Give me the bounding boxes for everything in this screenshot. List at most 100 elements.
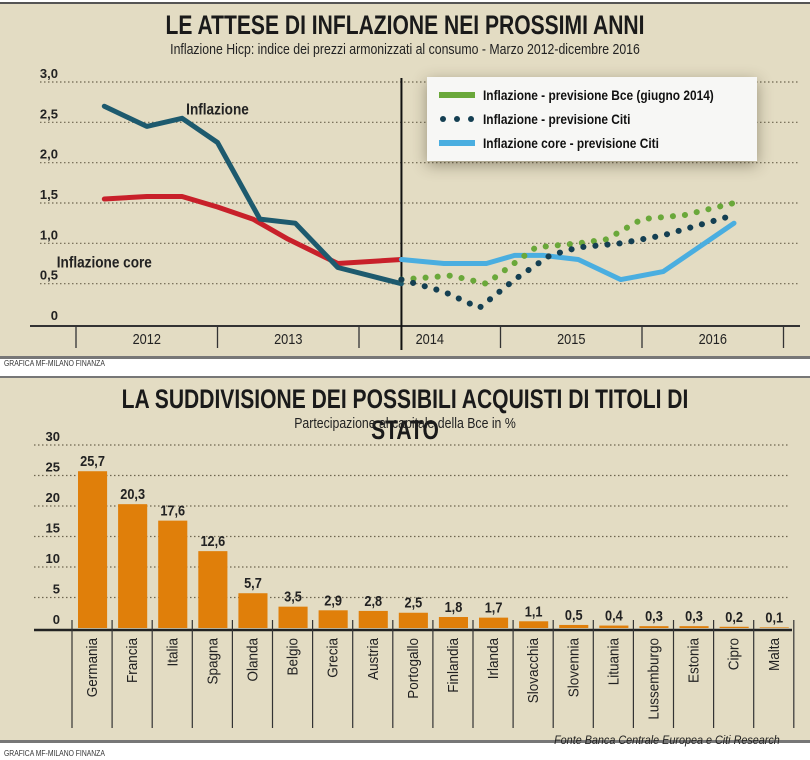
annotation-inflazione-core: Inflazione core	[57, 255, 152, 272]
bar-cipro	[719, 626, 749, 628]
y-tick-label: 30	[46, 429, 60, 444]
inflation-line-chart: 0 0,5 1,0 1,5 2,0 2,5 3,0 2012 2013 2014 2015 2016 I…	[30, 66, 800, 350]
bar-lussemburgo	[639, 626, 669, 628]
bar-irlanda	[479, 617, 509, 628]
category-label: Portogallo	[405, 638, 422, 699]
bar-olanda	[238, 593, 268, 628]
y-tick-label: 5	[53, 582, 60, 597]
category-label: Estonia	[686, 638, 703, 683]
y-tick-label: 2,5	[40, 106, 58, 121]
y-tick-label: 2,0	[40, 147, 58, 162]
y-tick-label: 20	[46, 490, 60, 505]
category-label: Slovennia	[566, 638, 583, 697]
credit-bottom: GRAFICA MF-MILANO FINANZA	[4, 749, 105, 758]
y-tick-label: 1,5	[40, 187, 58, 202]
bar-chart-subtitle: Partecipazione al capitale della Bce in …	[294, 415, 516, 432]
bar-value-label: 20,3	[120, 485, 145, 502]
legend-swatch-bce	[439, 92, 475, 98]
bar-value-label: 0,5	[565, 606, 583, 623]
bar-value-label: 17,6	[160, 502, 185, 519]
bar-portogallo	[398, 612, 428, 628]
bar-malta	[759, 627, 789, 628]
bar-belgio	[278, 606, 308, 628]
y-tick-label: 0	[51, 308, 58, 323]
bar-value-label: 3,5	[284, 588, 302, 605]
ecb-capital-bar-chart: 0 5 10 15 20 25 30 25,7 20,3 17,6 12,6 5,7 3,5 2,9 2,8…	[34, 429, 795, 728]
inflation-chart-panel: LE ATTESE DI INFLAZIONE NEI PROSSIMI ANN…	[0, 2, 810, 359]
annotation-inflazione: Inflazione	[186, 101, 249, 118]
bar-value-label: 2,5	[404, 594, 422, 611]
category-label: Olanda	[245, 638, 262, 682]
y-tick-label: 0	[53, 612, 60, 627]
category-label: Finlandia	[445, 638, 462, 693]
legend-item-core-citi-forecast: Inflazione core - previsione Citi	[439, 133, 690, 153]
series-inflazione	[101, 103, 404, 287]
bar-value-label: 5,7	[244, 574, 262, 591]
legend-label-core-citi: Inflazione core - previsione Citi	[483, 135, 659, 151]
bar-germania	[78, 471, 108, 628]
y-tick-label: 0,5	[40, 268, 58, 283]
bar-slovacchia	[519, 621, 549, 628]
bar-lituania	[599, 625, 629, 628]
bar-value-label: 25,7	[80, 452, 105, 469]
bar-value-label: 1,7	[485, 599, 503, 616]
bar-value-label: 0,3	[645, 607, 663, 624]
bar-value-label: 2,8	[364, 592, 382, 609]
category-label: Cipro	[726, 638, 743, 670]
bar-italia	[158, 520, 188, 628]
legend-label-bce: Inflazione - previsione Bce (giugno 2014…	[483, 87, 714, 103]
bar-value-label: 1,1	[525, 602, 543, 619]
series-core-citi-forecast	[398, 220, 737, 283]
bar-grecia	[318, 610, 348, 628]
x-year-label: 2012	[133, 330, 162, 347]
legend-swatch-citi	[440, 116, 474, 122]
x-year-label: 2015	[557, 330, 586, 347]
legend-item-bce-forecast: Inflazione - previsione Bce (giugno 2014…	[439, 85, 755, 105]
legend-label-citi: Inflazione - previsione Citi	[483, 111, 631, 127]
inflation-chart-title: LE ATTESE DI INFLAZIONE NEI PROSSIMI ANN…	[165, 10, 645, 40]
bar-value-label: 12,6	[200, 532, 225, 549]
bar-value-label: 0,2	[725, 608, 743, 625]
category-label: Spagna	[205, 638, 222, 685]
category-label: Italia	[165, 638, 182, 667]
category-label: Francia	[125, 638, 142, 683]
y-tick-label: 25	[46, 460, 60, 475]
credit-top: GRAFICA MF-MILANO FINANZA	[4, 359, 105, 368]
bar-spagna	[198, 551, 228, 628]
category-label: Irlanda	[485, 638, 502, 679]
x-year-label: 2016	[699, 330, 728, 347]
series-citi-forecast	[398, 212, 737, 311]
bar-value-label: 1,8	[445, 598, 463, 615]
y-tick-label: 1,0	[40, 227, 58, 242]
x-year-label: 2014	[416, 330, 445, 347]
bar-value-label: 2,9	[324, 591, 342, 608]
category-label: Germania	[84, 638, 101, 697]
bar-value-label: 0,1	[765, 608, 783, 625]
bar-finlandia	[438, 617, 468, 628]
bar-slovennia	[559, 624, 589, 628]
bar-austria	[358, 610, 388, 628]
y-tick-label: 10	[46, 551, 60, 566]
category-label: Lituania	[606, 638, 623, 685]
category-label: Belgio	[285, 638, 302, 676]
category-label: Austria	[365, 638, 382, 680]
category-label: Lussemburgo	[646, 638, 663, 720]
bar-value-label: 0,3	[685, 607, 703, 624]
bar-estonia	[679, 626, 709, 628]
bar-chart-title: LA SUDDIVISIONE DEI POSSIBILI ACQUISTI D…	[121, 384, 689, 445]
category-label: Grecia	[325, 638, 342, 678]
x-year-label: 2013	[274, 330, 303, 347]
source-note: Fonte Banca Centrale Europea e Citi Rese…	[554, 733, 780, 747]
legend-item-citi-forecast: Inflazione - previsione Citi	[439, 109, 656, 129]
y-tick-label: 15	[46, 521, 60, 536]
category-label: Malta	[766, 638, 783, 671]
inflation-chart-subtitle: Inflazione Hicp: indice dei prezzi armon…	[170, 41, 640, 58]
category-label: Slovacchia	[526, 638, 543, 703]
inflation-legend: Inflazione - previsione Bce (giugno 2014…	[427, 77, 757, 161]
legend-swatch-core-citi	[439, 140, 475, 146]
bar-value-label: 0,4	[605, 607, 623, 624]
ecb-capital-chart-panel: LA SUDDIVISIONE DEI POSSIBILI ACQUISTI D…	[0, 376, 810, 747]
series-bce-forecast	[398, 200, 737, 287]
bar-francia	[118, 504, 148, 628]
y-tick-label: 3,0	[40, 66, 58, 81]
